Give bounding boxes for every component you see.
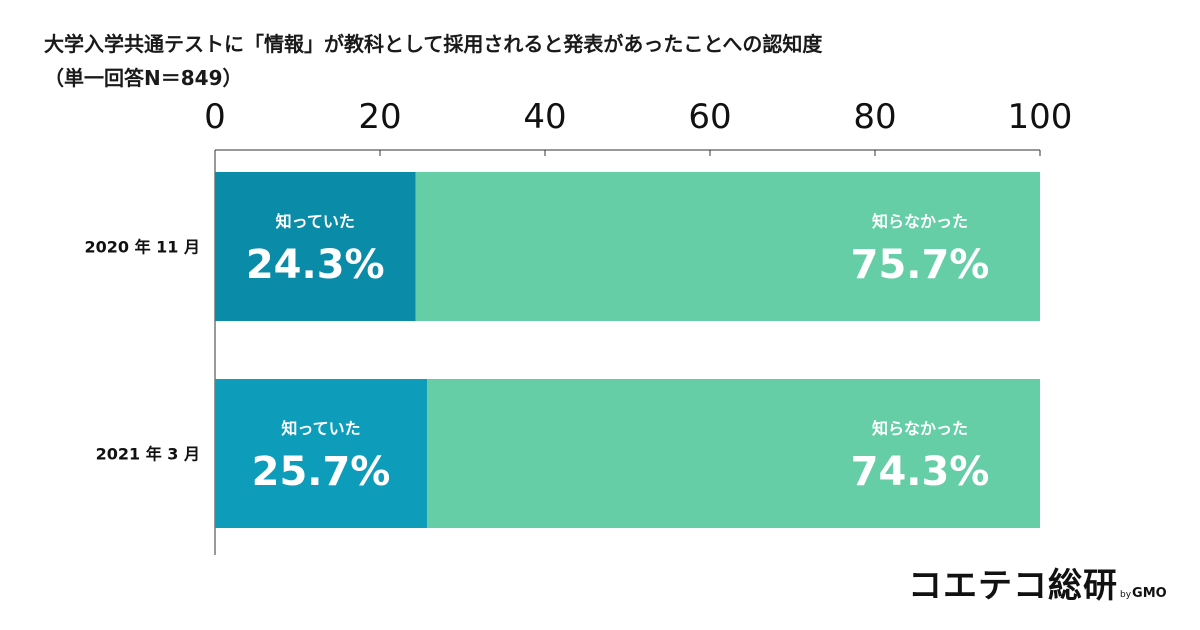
brand-logo: コエテコ総研 by GMO: [908, 558, 1167, 607]
bar-segment: [215, 379, 428, 528]
x-tick-label: 40: [523, 97, 566, 137]
x-tick-label: 0: [204, 97, 226, 137]
series-name-label: 知っていた: [276, 212, 355, 231]
chart-title: 大学入学共通テストに「情報」が教科として採用されると発表があったことへの認知度: [44, 32, 823, 56]
data-label: 74.3%: [851, 449, 990, 495]
brand-by: by: [1120, 590, 1132, 600]
bar-segment: [427, 379, 1040, 528]
bar-segment: [215, 172, 416, 321]
x-tick-label: 60: [688, 97, 731, 137]
data-label: 75.7%: [851, 242, 990, 288]
category-label: 2021 年 3 月: [96, 445, 200, 464]
chart-subtitle: （単一回答N＝849）: [44, 66, 243, 90]
brand-name: コエテコ総研: [908, 566, 1118, 606]
x-tick-label: 100: [1008, 97, 1073, 137]
series-name-label: 知らなかった: [872, 419, 968, 438]
x-tick-label: 20: [358, 97, 401, 137]
series-name-label: 知っていた: [281, 419, 360, 438]
x-tick-label: 80: [853, 97, 896, 137]
bar-segment: [415, 172, 1041, 321]
brand-company: GMO: [1132, 586, 1167, 601]
data-label: 25.7%: [252, 449, 391, 495]
category-label: 2020 年 11 月: [84, 238, 200, 257]
data-label: 24.3%: [246, 242, 385, 288]
series-name-label: 知らなかった: [872, 212, 968, 231]
